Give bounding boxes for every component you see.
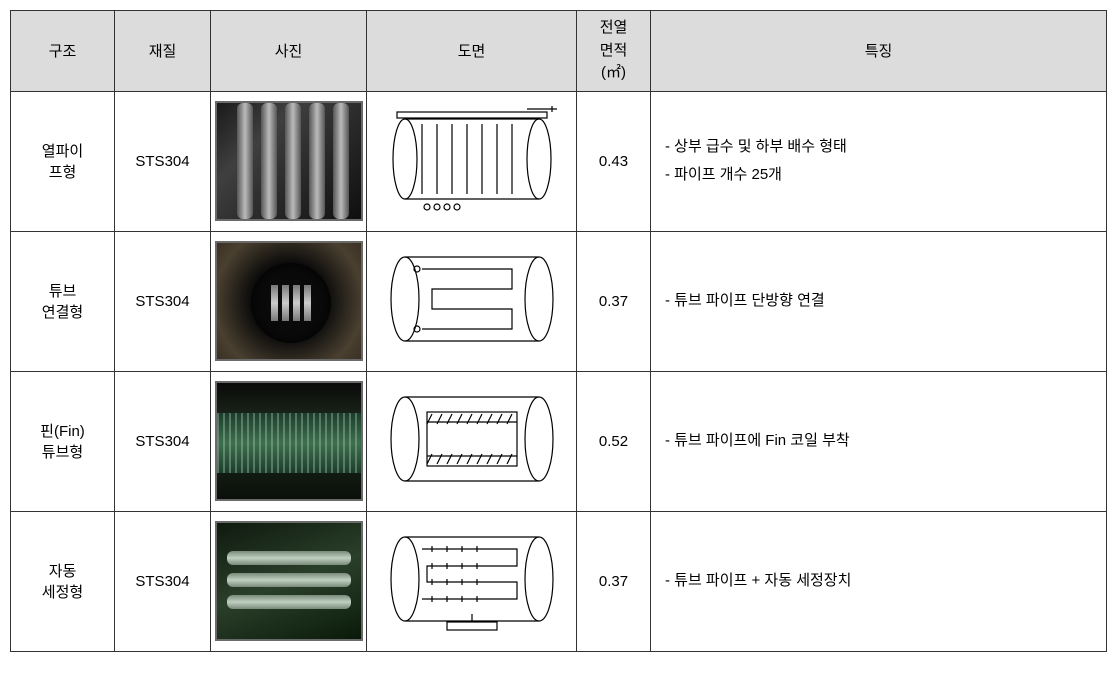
cell-drawing xyxy=(367,371,577,511)
cell-photo xyxy=(211,371,367,511)
photo-tube-port xyxy=(215,241,363,361)
cell-area: 0.52 xyxy=(577,371,651,511)
cell-structure: 튜브 연결형 xyxy=(11,231,115,371)
cell-photo xyxy=(211,511,367,651)
feature-l1: - 상부 급수 및 하부 배수 형태 xyxy=(665,138,847,155)
table-row: 자동 세정형 STS304 xyxy=(11,511,1107,651)
cell-photo xyxy=(211,231,367,371)
structure-l2: 프형 xyxy=(49,164,77,181)
drawing-serpentine-cleaner xyxy=(377,524,567,634)
heat-exchanger-spec-table: 구조 재질 사진 도면 전열 면적 (㎡) 특징 열파이 프형 STS304 xyxy=(10,10,1107,652)
cell-features: - 튜브 파이프에 Fin 코일 부착 xyxy=(651,371,1107,511)
table-header-row: 구조 재질 사진 도면 전열 면적 (㎡) 특징 xyxy=(11,11,1107,92)
col-header-area-l2: 면적 xyxy=(600,42,628,59)
structure-l1: 자동 xyxy=(49,563,77,580)
feature-l1: - 튜브 파이프 + 자동 세정장치 xyxy=(665,572,851,589)
cell-material: STS304 xyxy=(115,371,211,511)
cell-material: STS304 xyxy=(115,231,211,371)
table-row: 튜브 연결형 STS304 0.37 xyxy=(11,231,1107,371)
table-row: 열파이 프형 STS304 xyxy=(11,91,1107,231)
feature-l1: - 튜브 파이프 단방향 연결 xyxy=(665,292,825,309)
cell-area: 0.37 xyxy=(577,511,651,651)
cell-material: STS304 xyxy=(115,511,211,651)
cell-structure: 핀(Fin) 튜브형 xyxy=(11,371,115,511)
structure-l2: 튜브형 xyxy=(42,444,83,461)
cell-drawing xyxy=(367,511,577,651)
drawing-serpentine xyxy=(377,244,567,354)
structure-l1: 열파이 xyxy=(42,143,83,160)
structure-l1: 핀(Fin) xyxy=(40,423,85,440)
feature-l2: - 파이프 개수 25개 xyxy=(665,166,782,183)
col-header-structure: 구조 xyxy=(11,11,115,92)
col-header-features: 특징 xyxy=(651,11,1107,92)
cell-area: 0.37 xyxy=(577,231,651,371)
structure-l2: 연결형 xyxy=(42,304,83,321)
cell-drawing xyxy=(367,91,577,231)
col-header-photo: 사진 xyxy=(211,11,367,92)
cell-structure: 자동 세정형 xyxy=(11,511,115,651)
feature-l1: - 튜브 파이프에 Fin 코일 부착 xyxy=(665,432,850,449)
drawing-fin-coil xyxy=(377,384,567,494)
col-header-drawing: 도면 xyxy=(367,11,577,92)
cell-drawing xyxy=(367,231,577,371)
cell-structure: 열파이 프형 xyxy=(11,91,115,231)
structure-l2: 세정형 xyxy=(42,584,83,601)
cell-features: - 상부 급수 및 하부 배수 형태 - 파이프 개수 25개 xyxy=(651,91,1107,231)
cell-features: - 튜브 파이프 + 자동 세정장치 xyxy=(651,511,1107,651)
photo-self-cleaning xyxy=(215,521,363,641)
cell-features: - 튜브 파이프 단방향 연결 xyxy=(651,231,1107,371)
drawing-vertical-pipes xyxy=(377,104,567,214)
table-row: 핀(Fin) 튜브형 STS304 xyxy=(11,371,1107,511)
photo-pipe-bundle xyxy=(215,101,363,221)
structure-l1: 튜브 xyxy=(49,283,77,300)
cell-material: STS304 xyxy=(115,91,211,231)
cell-area: 0.43 xyxy=(577,91,651,231)
col-header-area-l3: (㎡) xyxy=(601,64,626,81)
col-header-area: 전열 면적 (㎡) xyxy=(577,11,651,92)
col-header-material: 재질 xyxy=(115,11,211,92)
col-header-area-l1: 전열 xyxy=(600,19,628,36)
cell-photo xyxy=(211,91,367,231)
photo-fin-tube xyxy=(215,381,363,501)
